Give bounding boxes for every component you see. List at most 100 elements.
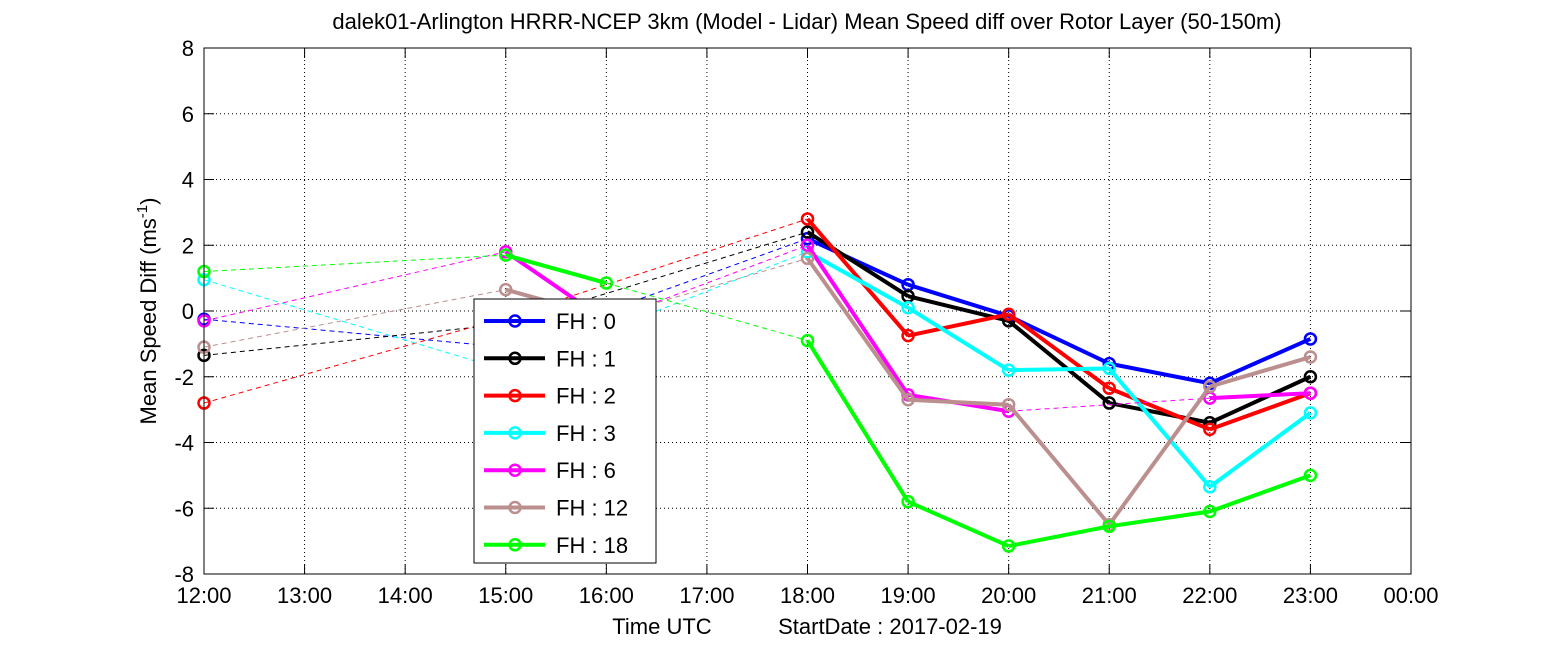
data-point <box>800 251 815 266</box>
chart-title: dalek01-Arlington HRRR-NCEP 3km (Model -… <box>332 9 1281 34</box>
series-line-segment <box>805 257 910 401</box>
y-tick-label: 6 <box>182 102 194 127</box>
series-gap-segment <box>1008 397 1210 412</box>
series-line-segment <box>806 230 910 298</box>
legend-item: FH : 6 <box>484 458 616 483</box>
data-point <box>1001 539 1016 553</box>
data-point <box>1203 422 1217 437</box>
series-line-segment <box>1007 312 1111 390</box>
series-line-segment <box>907 499 1010 548</box>
data-point <box>1303 350 1318 364</box>
x-tick-label: 14:00 <box>378 583 433 608</box>
series-line-segment <box>1209 391 1311 401</box>
series-6 <box>197 248 1318 553</box>
x-tick-label: 00:00 <box>1383 583 1438 608</box>
legend-item: FH : 0 <box>484 309 616 334</box>
legend-marker <box>508 351 522 366</box>
legend-label: FH : 12 <box>556 496 628 521</box>
plot-background <box>204 48 1411 574</box>
series-line-segment <box>1208 411 1312 489</box>
data-point <box>499 282 513 297</box>
x-tick-label: 23:00 <box>1283 583 1338 608</box>
legend-item: FH : 1 <box>484 346 616 371</box>
legend-item: FH : 3 <box>484 421 616 446</box>
legend-label: FH : 2 <box>556 384 616 409</box>
legend-marker <box>508 500 522 515</box>
tick-labels: 12:00 13:00 14:00 15:00 16:00 17:00 18:00 19:00… <box>174 36 1438 608</box>
data-point <box>1203 480 1217 494</box>
data-point <box>499 248 513 262</box>
legend-item: FH : 2 <box>484 384 616 409</box>
series-gap-segment <box>203 323 506 356</box>
data-point <box>800 238 815 252</box>
data-point <box>1102 381 1116 396</box>
series-line-segment <box>1007 403 1111 526</box>
data-point <box>1001 363 1016 377</box>
data-point <box>1303 386 1318 400</box>
y-axis-label-close: ) <box>136 198 161 205</box>
data-point <box>901 300 915 315</box>
series-line-segment <box>1209 355 1311 389</box>
series-2 <box>197 212 1318 437</box>
legend-item: FH : 12 <box>484 496 628 521</box>
series-line-segment <box>805 244 910 396</box>
series-line-segment <box>1108 509 1211 529</box>
series-line-segment <box>907 312 1010 338</box>
data-point <box>901 328 915 343</box>
x-tick-label: 13:00 <box>277 583 332 608</box>
x-tick-label: 18:00 <box>780 583 835 608</box>
legend-marker <box>508 388 522 403</box>
series-line-segment <box>1107 385 1212 526</box>
x-tick-label: 21:00 <box>1082 583 1137 608</box>
y-tick-label: 0 <box>182 299 194 324</box>
legend-label: FH : 6 <box>556 458 616 483</box>
series-line-segment <box>1209 391 1312 432</box>
legend: FH : 0 FH : 1 FH : 2 FH : 3 FH : 6 FH : 12 FH … <box>473 298 657 564</box>
legend-label: FH : 18 <box>556 533 628 558</box>
legend-label: FH : 3 <box>556 421 616 446</box>
data-point <box>1303 370 1318 384</box>
x-tick-label: 16:00 <box>579 583 634 608</box>
series-gap-segment <box>203 317 506 404</box>
y-tick-label: 8 <box>182 36 194 61</box>
series-line-segment <box>1008 366 1110 373</box>
y-tick-label: -4 <box>174 431 194 456</box>
x-tick-label: 15:00 <box>478 583 533 608</box>
data-point <box>1102 519 1116 534</box>
y-tick-label: 2 <box>182 233 194 258</box>
series-line-segment <box>1108 386 1211 432</box>
data-point <box>1001 307 1016 322</box>
series-line-segment <box>1209 337 1312 386</box>
data-point <box>901 494 915 509</box>
start-date-label: StartDate : 2017-02-19 <box>778 614 1002 639</box>
series-line-segment <box>505 253 607 285</box>
series-line-segment <box>1209 374 1312 425</box>
x-tick-label: 20:00 <box>981 583 1036 608</box>
series-line-segment <box>1007 314 1111 366</box>
series-line-segment <box>1209 473 1312 514</box>
series-line-segment <box>1007 319 1111 405</box>
data-point <box>1102 396 1116 410</box>
y-tick-label: 4 <box>182 168 194 193</box>
series-gap-segment <box>505 231 808 325</box>
y-axis-label-main: Mean Speed Diff (ms <box>136 218 161 424</box>
series-line-segment <box>1008 524 1110 549</box>
series-line-segment <box>907 282 1010 318</box>
series-line-segment <box>1108 401 1211 425</box>
legend-marker <box>508 463 522 477</box>
series-gap-segment <box>203 318 506 348</box>
data-point <box>599 276 614 290</box>
legend-label: FH : 0 <box>556 309 616 334</box>
series-line-segment <box>1108 361 1211 386</box>
series-gap-segment <box>606 257 808 319</box>
tick-marks <box>203 47 1412 575</box>
data-point <box>1303 468 1318 483</box>
data-point <box>1102 361 1116 376</box>
x-tick-label: 22:00 <box>1182 583 1237 608</box>
series-line-segment <box>1107 367 1212 489</box>
series-line-segment <box>907 397 1009 407</box>
legend-marker <box>508 426 522 440</box>
y-axis-label: Mean Speed Diff (ms-1) <box>134 198 161 425</box>
data-point <box>901 393 915 407</box>
legend-label: FH : 1 <box>556 346 616 371</box>
